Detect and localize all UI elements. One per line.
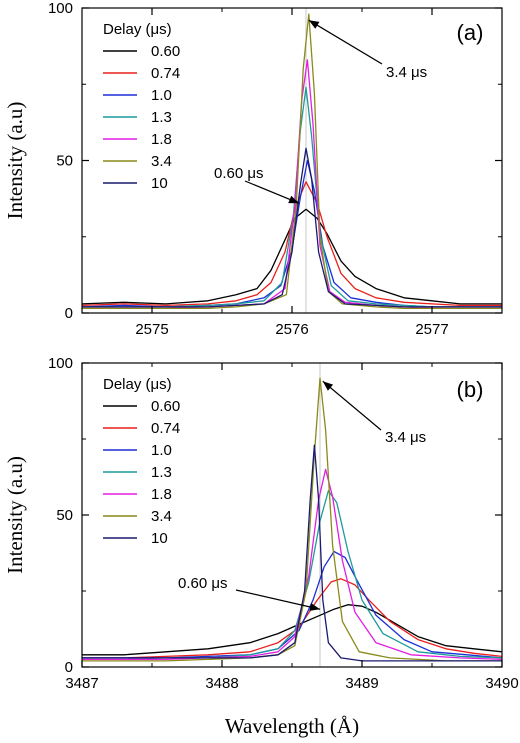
panel-a-annotation-arrowhead [288,195,299,204]
panel-a-plot-frame [81,7,503,314]
panel-a-legend-label-1.8: 1.8 [151,131,172,148]
panel-a-annotation-text: 0.60 μs [214,165,264,182]
panel-a-series-line-1.8 [82,59,502,310]
panel-a-series-line-10 [82,147,502,308]
panel-b-series-line-1.3 [82,490,503,661]
panel-a-x-tick-label: 2577 [415,321,448,338]
panel-b-annotation-text: 3.4 μs [385,429,426,446]
panel-a-legend-label-0.60: 0.60 [151,43,180,60]
panel-b-series-line-1.0 [82,550,503,659]
panel-a-y-tick-label: 100 [48,0,73,17]
panel-a-legend-label-3.4: 3.4 [151,153,172,170]
panel-a-annotation-arrowhead [308,20,320,29]
panel-b-annotation-text: 0.60 μs [178,575,228,592]
panel-b-plot-frame [81,362,503,668]
panel-b-legend-label-1.8: 1.8 [151,486,172,503]
panel-b-x-tick-label: 3487 [65,675,98,692]
panel-a-x-tick-label: 2575 [135,321,168,338]
panel-b-y-tick-label: 50 [56,507,73,524]
panel-a-annotation-text: 3.4 μs [386,64,427,81]
panel-b-annotation-arrowhead [322,381,334,391]
panel-b-legend-title: Delay (μs) [103,376,172,393]
panel-b-legend-label-3.4: 3.4 [151,508,172,525]
panel-b-x-tick-label: 3488 [205,675,238,692]
panel-a-legend-label-10: 10 [151,175,168,192]
panel-a-series-line-0.74 [81,181,502,307]
panel-a-legend-label-0.74: 0.74 [151,65,180,82]
panel-a-legend-label-1.0: 1.0 [151,87,172,104]
panel-a-annotation-arrow [308,19,383,65]
panel-b-x-tick-label: 3490 [485,675,518,692]
panel-b-series-line-3.4 [82,377,502,662]
panel-b-y-axis-title: Intensity (a.u) [3,456,27,574]
panel-a-legend-label-1.3: 1.3 [151,109,172,126]
panel-b-panel-label: (b) [457,377,484,402]
panel-a-legend-title: Delay (μs) [103,21,172,38]
panel-b-y-tick-label: 100 [48,355,73,372]
panel-a-y-tick-label: 0 [65,305,73,322]
panel-b-legend-label-10: 10 [151,530,168,547]
panel-b-annotation-arrow [235,589,321,610]
panel-a-series-line-3.4 [82,13,502,310]
panel-b-y-tick-label: 0 [65,659,73,676]
panel-b-legend-label-1.0: 1.0 [151,442,172,459]
panel-b-series-line-0.60 [82,604,503,656]
panel-a-panel-label: (a) [457,20,484,45]
panel-b-annotation-arrowhead [309,603,320,611]
panel-b-series-line-1.8 [82,468,503,661]
panel-b-legend-label-1.3: 1.3 [151,464,172,481]
panel-b-legend-label-0.60: 0.60 [151,398,180,415]
panel-b-x-axis-title: Wavelength (Å) [225,714,359,738]
panel-b-annotation-arrow [322,380,382,431]
panel-b-series-line-10 [82,444,502,662]
panel-a-series-line-1.3 [82,86,502,308]
panel-a-x-tick-label: 2576 [275,321,308,338]
panel-a-y-tick-label: 50 [56,153,73,170]
panel-b-series-line-0.74 [82,578,503,659]
panel-a-series-line-0.60 [81,208,502,305]
panel-a-y-axis-title: Intensity (a.u) [3,102,27,220]
panel-b-x-tick-label: 3489 [345,675,378,692]
panel-b-legend-label-0.74: 0.74 [151,420,180,437]
